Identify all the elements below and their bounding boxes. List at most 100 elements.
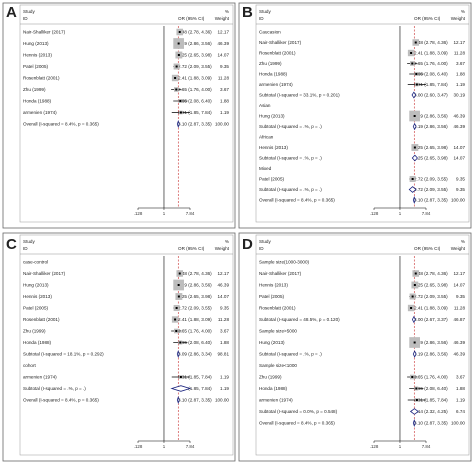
subtotal-weight: 30.19 <box>454 93 466 98</box>
study-or-text: 3.25 (2.65, 3.98) <box>178 53 212 58</box>
overall-label: Overall (I-squared = 8.4%, p = 0.365) <box>259 198 335 203</box>
overall-label: Overall (I-squared = 8.4%, p = 0.365) <box>23 398 99 403</box>
pooled-diamond <box>409 408 419 415</box>
study-weight: 14.07 <box>454 283 466 288</box>
study-label: Nair-Shalliker (2017) <box>259 40 302 45</box>
study-label: armenien (1974) <box>23 110 57 115</box>
overall-weight: 100.00 <box>215 398 229 403</box>
study-or-text: 3.65 (2.08, 6.40) <box>178 99 212 104</box>
plot-region <box>255 4 470 223</box>
panel-letter: C <box>6 236 17 253</box>
x-tick-label: 1 <box>399 211 402 216</box>
group-label: African <box>259 135 274 140</box>
point-estimate <box>411 62 414 65</box>
header-id: ID <box>23 246 28 251</box>
study-label: Hennis (2013) <box>259 283 288 288</box>
study-label: Nair-Shalliker (2017) <box>259 271 302 276</box>
header-percent: % <box>461 9 465 14</box>
study-weight: 1.19 <box>220 375 229 380</box>
subtotal-or-text: 3.19 (2.86, 3.56) <box>414 124 448 129</box>
study-or-text: 3.48 (2.78, 4.36) <box>178 30 212 35</box>
panel-letter: A <box>6 4 17 21</box>
subtotal-weight: 6.74 <box>456 409 465 414</box>
panel-letter: B <box>242 4 253 21</box>
study-weight: 1.88 <box>220 99 229 104</box>
header-percent: % <box>225 9 229 14</box>
subtotal-label: Subtotal (I-squared = 18.1%, p = 0.292) <box>23 352 104 357</box>
study-weight: 46.39 <box>218 283 230 288</box>
panel-d: D Study % ID OR (95% CI) Weight Sample size(10… <box>238 232 472 462</box>
x-tick-label: 7.84 <box>186 444 195 449</box>
header-id: ID <box>259 246 264 251</box>
study-or-text: 3.48 (2.78, 4.36) <box>178 271 212 276</box>
study-or-text: 3.81 (1.85, 7.84) <box>178 375 212 380</box>
study-label: Honda (1988) <box>259 72 288 77</box>
header-or: OR (95% CI) <box>414 16 441 21</box>
point-estimate <box>177 54 180 56</box>
subtotal-label: Subtotal (I-squared = 0.0%, p = 0.548) <box>259 409 338 414</box>
header-study: Study <box>23 9 35 14</box>
group-label: cohort <box>23 363 36 368</box>
study-weight: 12.17 <box>454 40 466 45</box>
point-estimate <box>175 88 178 91</box>
header-weight: Weight <box>215 246 230 251</box>
study-or-text: 2.72 (2.09, 3.55) <box>178 306 212 311</box>
study-or-text: 3.19 (2.86, 3.56) <box>414 340 448 345</box>
study-weight: 46.39 <box>454 114 466 119</box>
study-or-text: 3.65 (2.08, 6.40) <box>178 340 212 345</box>
study-or-text: 2.65 (1.76, 4.00) <box>178 87 212 92</box>
study-weight: 1.88 <box>456 386 465 391</box>
group-label: case-control <box>23 260 48 265</box>
header-study: Study <box>259 239 271 244</box>
study-label: Honda (1988) <box>23 99 52 104</box>
study-or-text: 3.65 (2.08, 6.40) <box>414 72 448 77</box>
study-label: armenien (1974) <box>23 375 57 380</box>
study-label: Patel (2005) <box>259 294 284 299</box>
study-or-text: 3.19 (2.86, 3.56) <box>178 283 212 288</box>
point-estimate <box>179 100 182 102</box>
point-estimate <box>413 146 416 149</box>
x-tick-label: 1 <box>399 444 402 449</box>
study-weight: 11.28 <box>454 51 466 56</box>
study-label: Nair-Shalliker (2017) <box>23 30 66 35</box>
study-weight: 11.28 <box>454 306 466 311</box>
subtotal-or-text: 3.00 (2.60, 3.47) <box>414 93 448 98</box>
study-label: Honda (1988) <box>23 340 52 345</box>
subtotal-or-text: 2.72 (2.09, 3.55) <box>414 187 448 192</box>
study-or-text: 3.25 (2.65, 3.98) <box>414 283 448 288</box>
subtotal-weight: 46.87 <box>454 317 466 322</box>
header-weight: Weight <box>451 246 466 251</box>
study-label: Patel (2005) <box>259 177 284 182</box>
panel-frame <box>2 232 236 462</box>
overall-or-text: 3.10 (2.87, 3.35) <box>414 421 448 426</box>
subtotal-weight: 14.07 <box>454 156 466 161</box>
study-weight: 3.67 <box>220 329 229 334</box>
point-estimate <box>178 31 181 33</box>
subtotal-label: Subtotal (I-squared = .%, p = .) <box>259 124 322 129</box>
study-or-text: 3.48 (2.78, 4.36) <box>414 271 448 276</box>
plot-region <box>19 4 234 223</box>
panel-frame <box>2 2 236 229</box>
study-label: Zhu (1999) <box>259 61 282 66</box>
subtotal-weight: 98.81 <box>218 352 230 357</box>
study-or-text: 3.25 (2.65, 3.98) <box>178 294 212 299</box>
study-weight: 1.88 <box>220 340 229 345</box>
point-estimate <box>413 284 416 286</box>
pooled-diamond <box>176 349 180 359</box>
study-label: Hennis (2013) <box>259 145 288 150</box>
study-label: Zhu (1999) <box>23 87 46 92</box>
study-weight: 9.35 <box>220 306 229 311</box>
group-label: Caucasion <box>259 30 281 35</box>
subtotal-label: Subtotal (I-squared = .%, p = .) <box>259 187 322 192</box>
study-label: armenien (1974) <box>259 398 293 403</box>
point-estimate <box>175 307 178 309</box>
study-label: Honda (1988) <box>259 386 288 391</box>
pooled-diamond <box>176 395 180 405</box>
panel-b: B Study % ID OR (95% CI) Weight Caucasion Nair-… <box>238 2 472 229</box>
subtotal-or-text: 3.09 (2.86, 3.34) <box>178 352 212 357</box>
pooled-diamond <box>412 350 417 358</box>
pooled-diamond <box>411 91 417 99</box>
pooled-diamond <box>412 122 417 131</box>
study-label: Rosenblatt (2001) <box>259 306 296 311</box>
